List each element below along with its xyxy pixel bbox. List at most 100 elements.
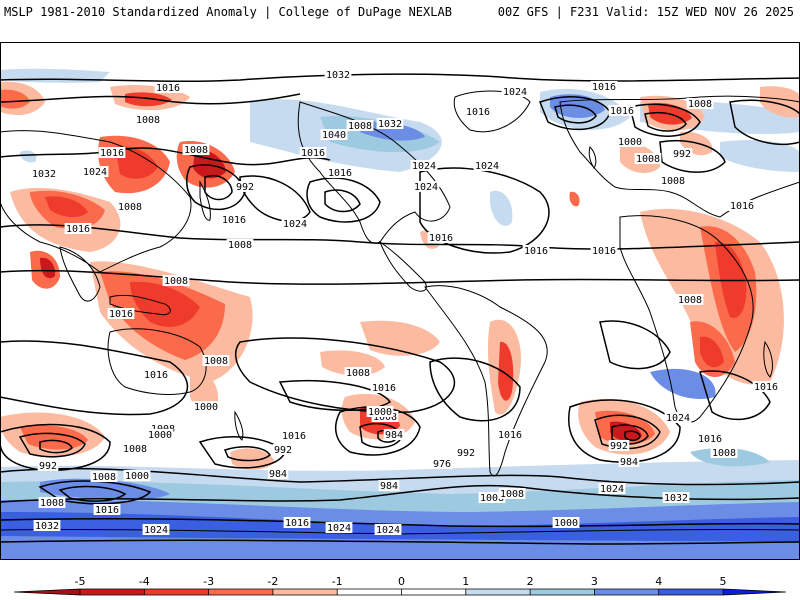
- isobar-label: 1008: [480, 493, 504, 504]
- isobar: [0, 73, 800, 83]
- anomaly-region: [650, 368, 716, 400]
- isobar-label: 992: [39, 461, 57, 472]
- isobar-label: 984: [385, 430, 403, 441]
- isobar-label-bg: [344, 367, 372, 378]
- color-scale-legend: -5 -4 -3 -2 -1 0 1 2 3 4 5: [13, 576, 787, 596]
- isobar-label: 1024: [600, 484, 624, 495]
- isobar: [38, 480, 152, 505]
- color-scale-segment: [144, 589, 209, 595]
- coastline: [234, 410, 244, 441]
- isobar: [0, 517, 800, 528]
- isobar-label: 992: [274, 445, 292, 456]
- color-scale-segment: [658, 589, 723, 595]
- isobar: [599, 320, 671, 370]
- anomaly-region: [360, 121, 425, 141]
- isobar: [429, 357, 521, 422]
- isobar-label: 1008: [346, 368, 370, 379]
- isobar-label: 1024: [412, 161, 436, 172]
- isobar-label-bg: [299, 147, 327, 158]
- isobar: [0, 484, 800, 503]
- anomaly-region: [490, 190, 513, 226]
- isobar-label: 1008: [678, 295, 702, 306]
- isobar-label: 1016: [328, 168, 352, 179]
- coastline: [107, 328, 207, 395]
- isobar-label-bg: [93, 504, 121, 515]
- color-scale-tick-label: 5: [720, 576, 727, 588]
- isobar: [278, 379, 392, 411]
- isobar-label: 1008: [123, 444, 147, 455]
- isobar-label: 1024: [376, 525, 400, 536]
- isobar-label: 1024: [666, 413, 690, 424]
- color-scale-tick-label: 3: [591, 576, 598, 588]
- isobar-label-bg: [464, 106, 492, 117]
- isobar-label-bg: [283, 517, 311, 528]
- isobar-label: 1008: [712, 448, 736, 459]
- isobar-label: 1016: [466, 107, 490, 118]
- isobar-label-bg: [752, 381, 780, 392]
- isobar-label: 1008: [136, 115, 160, 126]
- isobar-label: 1032: [326, 70, 350, 81]
- isobar-label-bg: [478, 492, 506, 503]
- anomaly-region: [40, 257, 56, 279]
- isobar-label-bg: [272, 444, 294, 455]
- color-scale-segment: [594, 589, 659, 595]
- isobar-label: 1016: [282, 431, 306, 442]
- anomaly-region: [0, 89, 30, 109]
- isobar-label: 1008: [636, 154, 660, 165]
- isobar-labels: 1024101610081008101610321024100810169921…: [30, 42, 780, 536]
- isobar-label-bg: [146, 429, 174, 440]
- isobar-label-bg: [346, 120, 374, 131]
- isobar-label-bg: [142, 369, 170, 380]
- isobar: [0, 340, 189, 416]
- isobar-label: 1016: [754, 382, 778, 393]
- isobar-label: 1008: [661, 176, 685, 187]
- isobar-label-bg: [37, 460, 59, 471]
- isobar-label-bg: [326, 167, 354, 178]
- isobar-label: 984: [269, 469, 287, 480]
- isobar: [568, 399, 681, 463]
- anomaly-region: [720, 140, 800, 172]
- color-scale-segment: [401, 589, 466, 595]
- color-scale-tick-label: 1: [462, 576, 469, 588]
- coastline: [297, 101, 451, 244]
- color-scale-tick-label: -3: [203, 576, 214, 588]
- isobar-label-bg: [202, 355, 230, 366]
- isobar-label-bg: [366, 406, 394, 417]
- isobar-label-bg: [552, 517, 580, 528]
- isobar-label: 1008: [118, 202, 142, 213]
- isobar-label-bg: [676, 294, 704, 305]
- model-run-info: 00Z GFS | F231 Valid: 15Z WED NOV 26 202…: [497, 5, 794, 19]
- isobar-label: 1024: [83, 167, 107, 178]
- isobar-label-bg: [325, 522, 353, 533]
- coastline: [59, 246, 101, 302]
- isobar-label-bg: [710, 447, 738, 458]
- isobar-label-bg: [696, 433, 724, 444]
- isobar-label-bg: [134, 114, 162, 125]
- isobar-label: 992: [457, 448, 475, 459]
- isobar-label: 1016: [95, 505, 119, 516]
- isobar: [204, 175, 233, 201]
- isobar: [729, 99, 800, 146]
- isobar-label: 1000: [194, 402, 218, 413]
- isobar-label: 1016: [285, 518, 309, 529]
- anomaly-region: [115, 146, 158, 179]
- coastline: [559, 95, 800, 218]
- isobar-label-bg: [116, 201, 144, 212]
- isobar-label: 1008: [40, 498, 64, 509]
- isobar-label: 1008: [204, 356, 228, 367]
- isobar-label: 1008: [348, 121, 372, 132]
- isobar-label-bg: [90, 471, 118, 482]
- isobar-label-bg: [162, 275, 190, 286]
- isobar-label: 1016: [730, 201, 754, 212]
- isobar-label: 992: [236, 182, 254, 193]
- isobar-label-bg: [431, 458, 453, 469]
- isobar: [0, 224, 800, 250]
- isobar-label-bg: [634, 153, 662, 164]
- isobar-label: 1024: [475, 161, 499, 172]
- color-scale-bar: [13, 588, 787, 596]
- isobar-label-bg: [30, 168, 58, 179]
- isobar: [0, 423, 111, 471]
- isobar: [554, 104, 597, 124]
- isobar-label: 1024: [414, 182, 438, 193]
- isobar-label: 1008: [688, 99, 712, 110]
